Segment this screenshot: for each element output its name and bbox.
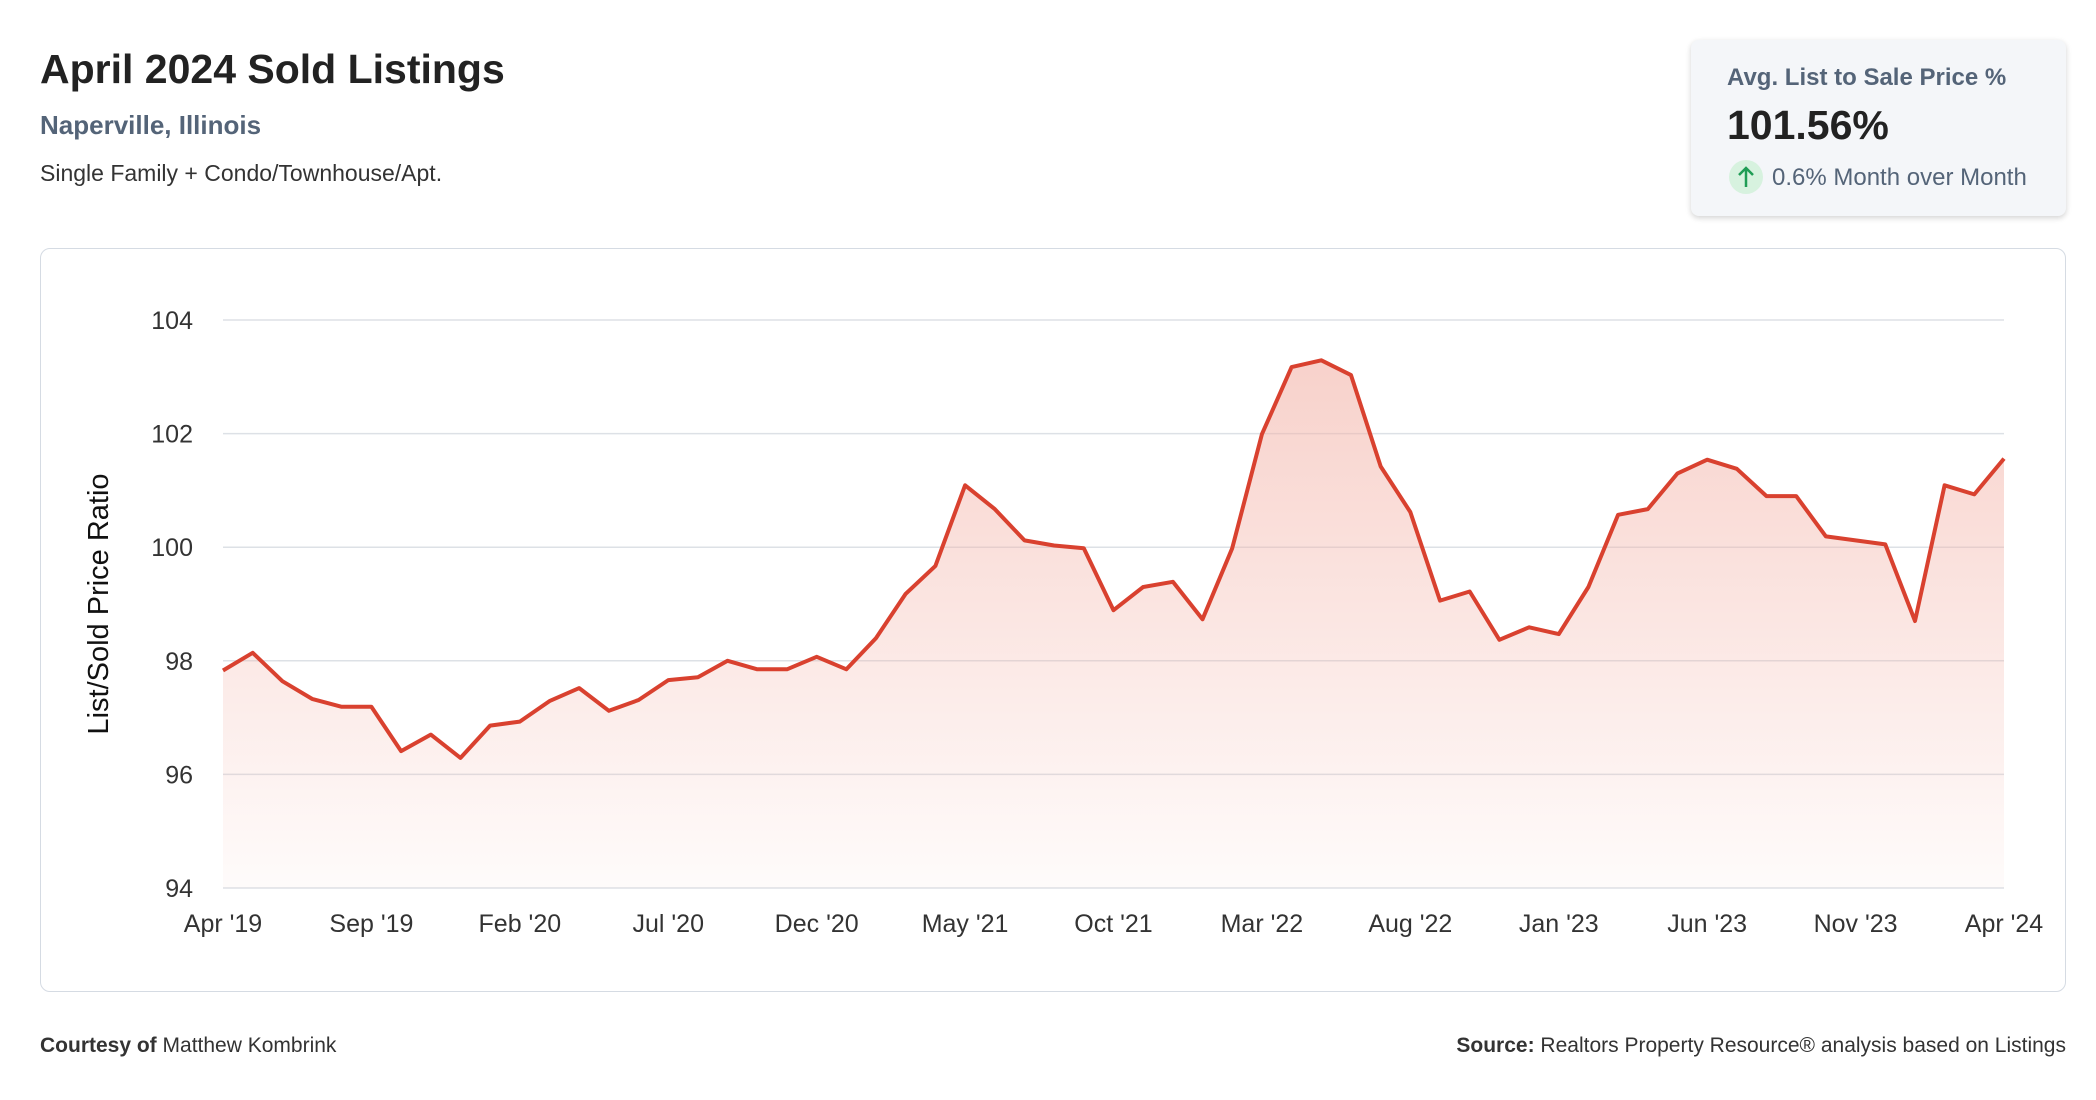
y-tick-label: 94 — [165, 875, 193, 903]
arrow — [1738, 166, 1754, 187]
y-tick-label: 96 — [165, 761, 193, 789]
x-tick-label: Feb '20 — [479, 910, 562, 938]
kpi-label: Avg. List to Sale Price % — [1727, 64, 2007, 91]
area-fill — [223, 360, 2004, 888]
y-tick-label: 104 — [151, 307, 193, 335]
x-tick-label: Mar '22 — [1221, 910, 1304, 938]
kpi-value: 101.56% — [1727, 102, 1889, 148]
y-tick-label: 102 — [151, 421, 193, 449]
source-text: Realtors Property Resource® analysis bas… — [1540, 1034, 2066, 1057]
source-label: Source: — [1456, 1034, 1535, 1057]
up-icon — [1729, 160, 1763, 194]
x-tick-label: Dec '20 — [775, 910, 859, 938]
x-tick-label: Nov '23 — [1814, 910, 1898, 938]
y-tick-label: 100 — [151, 534, 193, 562]
y-tick-label: 98 — [165, 648, 193, 676]
property-type: Single Family + Condo/Townhouse/Apt. — [40, 160, 443, 186]
line — [221, 358, 2006, 760]
kpi-change: 0.6% Month over Month — [1772, 164, 2027, 191]
y-axis-title: List/Sold Price Ratio — [83, 473, 115, 734]
title: April 2024 Sold Listings — [40, 46, 505, 92]
x-tick-label: Sep '19 — [329, 910, 413, 938]
x-tick-label: Jul '20 — [633, 910, 704, 938]
x-tick-label: Apr '24 — [1965, 910, 2044, 938]
location: Naperville, Illinois — [40, 110, 262, 140]
courtesy-name: Matthew Kombrink — [162, 1034, 337, 1057]
x-tick-label: Oct '21 — [1074, 910, 1152, 938]
x-tick-label: Jun '23 — [1667, 910, 1747, 938]
courtesy-label: Courtesy of — [40, 1034, 157, 1057]
kpi-card: Avg. List to Sale Price % 101.56% 0.6% M… — [1691, 40, 2066, 216]
x-tick-label: Aug '22 — [1368, 910, 1452, 938]
source: Source: Realtors Property Resource® anal… — [1456, 1034, 2066, 1058]
x-tick-label: Jan '23 — [1519, 910, 1599, 938]
x-tick-label: Apr '19 — [184, 910, 262, 938]
chart-frame — [40, 248, 2066, 992]
courtesy: Courtesy of Matthew Kombrink — [40, 1034, 336, 1058]
x-tick-label: May '21 — [922, 910, 1009, 938]
